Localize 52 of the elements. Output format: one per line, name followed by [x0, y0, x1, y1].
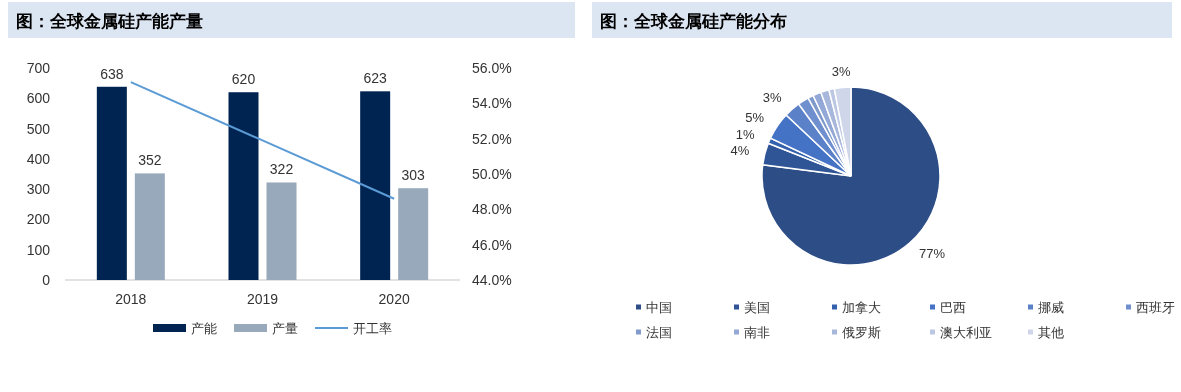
- legend-label: 中国: [646, 300, 672, 315]
- y2-tick-label: 44.0%: [472, 272, 512, 288]
- y2-tick-label: 52.0%: [472, 130, 512, 147]
- bar: [96, 86, 127, 280]
- x-tick-label: 2018: [115, 291, 147, 307]
- y-tick-label: 400: [26, 150, 51, 167]
- data-label: 352: [138, 152, 162, 169]
- legend-label: 西班牙: [1136, 300, 1175, 315]
- y2-tick-label: 56.0%: [472, 60, 512, 76]
- data-label: 638: [100, 65, 124, 82]
- y-tick-label: 0: [42, 272, 51, 288]
- legend-label: 南非: [744, 325, 770, 340]
- legend-label: 产量: [272, 321, 298, 336]
- bar: [134, 173, 165, 280]
- y-tick-label: 600: [26, 90, 51, 107]
- data-label: 77%: [919, 246, 946, 262]
- y2-tick-label: 50.0%: [472, 166, 512, 182]
- y-tick-label: 500: [26, 120, 51, 137]
- data-label: 5%: [745, 109, 765, 125]
- y-tick-label: 100: [26, 241, 51, 258]
- legend-label: 产能: [191, 321, 217, 336]
- legend-label: 法国: [646, 325, 672, 340]
- bar: [266, 182, 297, 280]
- y-tick-label: 300: [26, 181, 51, 198]
- y-tick-label: 200: [26, 211, 51, 228]
- data-label: 4%: [730, 142, 750, 158]
- chart-title: 图：全球金属硅产能产量: [16, 11, 203, 31]
- legend-label: 俄罗斯: [842, 325, 881, 340]
- x-tick-label: 2019: [246, 291, 279, 307]
- bar: [398, 188, 429, 280]
- chart-title: 图：全球金属硅产能分布: [600, 11, 787, 31]
- legend-label: 美国: [744, 300, 770, 315]
- y-tick-label: 700: [26, 60, 51, 76]
- bar: [228, 92, 259, 280]
- legend-label: 开工率: [353, 321, 392, 336]
- data-label: 1%: [735, 127, 756, 143]
- y2-tick-label: 46.0%: [472, 236, 512, 253]
- legend-label: 挪威: [1038, 300, 1064, 315]
- y2-tick-label: 54.0%: [472, 95, 512, 112]
- data-label: 322: [269, 161, 294, 178]
- legend-label: 巴西: [940, 300, 966, 315]
- data-label: 3%: [831, 64, 851, 80]
- legend-label: 澳大利亚: [940, 325, 992, 340]
- data-label: 623: [363, 70, 388, 87]
- data-label: 303: [401, 167, 426, 184]
- legend-label: 加拿大: [842, 300, 881, 315]
- x-tick-label: 2020: [378, 291, 410, 307]
- data-label: 3%: [762, 90, 782, 106]
- bar: [360, 91, 391, 280]
- legend-label: 其他: [1038, 325, 1064, 340]
- data-label: 620: [231, 71, 256, 88]
- y2-tick-label: 48.0%: [472, 201, 512, 218]
